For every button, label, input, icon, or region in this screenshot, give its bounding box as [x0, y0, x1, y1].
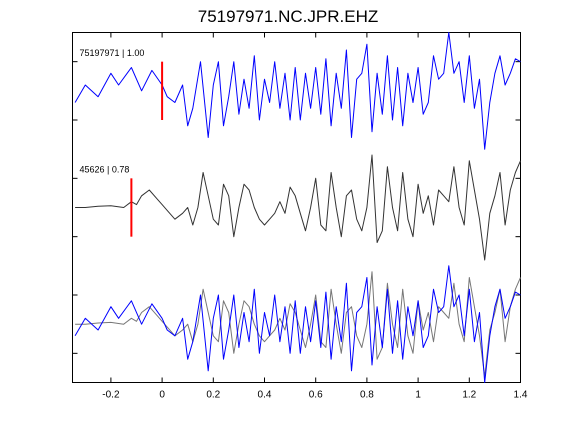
chart-title: 75197971.NC.JPR.EHZ [198, 7, 378, 26]
trace-line-1 [74, 32, 521, 150]
trace-line-2 [75, 154, 521, 261]
x-tick-label: 0 [159, 390, 165, 401]
x-tick-label: -0.2 [102, 390, 120, 401]
x-tick-label: 0.2 [206, 390, 220, 401]
overlay-line-1 [74, 265, 521, 383]
trace-label-2: 45626 | 0.78 [80, 165, 130, 175]
x-tick-label: 0.8 [360, 390, 374, 401]
x-tick-label: 1.2 [462, 390, 476, 401]
plot-frame [72, 32, 521, 383]
x-tick-label: 1 [415, 390, 421, 401]
axis-ticks [72, 32, 521, 383]
x-tick-label: 1.4 [514, 390, 528, 401]
trace-label-1: 75197971 | 1.00 [80, 48, 145, 58]
trace-labels: 75197971 | 1.00 45626 | 0.78 [80, 48, 145, 175]
x-tick-label: 0.6 [309, 390, 323, 401]
waveform-traces [74, 32, 521, 383]
x-tick-labels: -0.2 0 0.2 0.4 0.6 0.8 1 1.2 1.4 [102, 390, 528, 401]
x-tick-label: 0.4 [258, 390, 272, 401]
